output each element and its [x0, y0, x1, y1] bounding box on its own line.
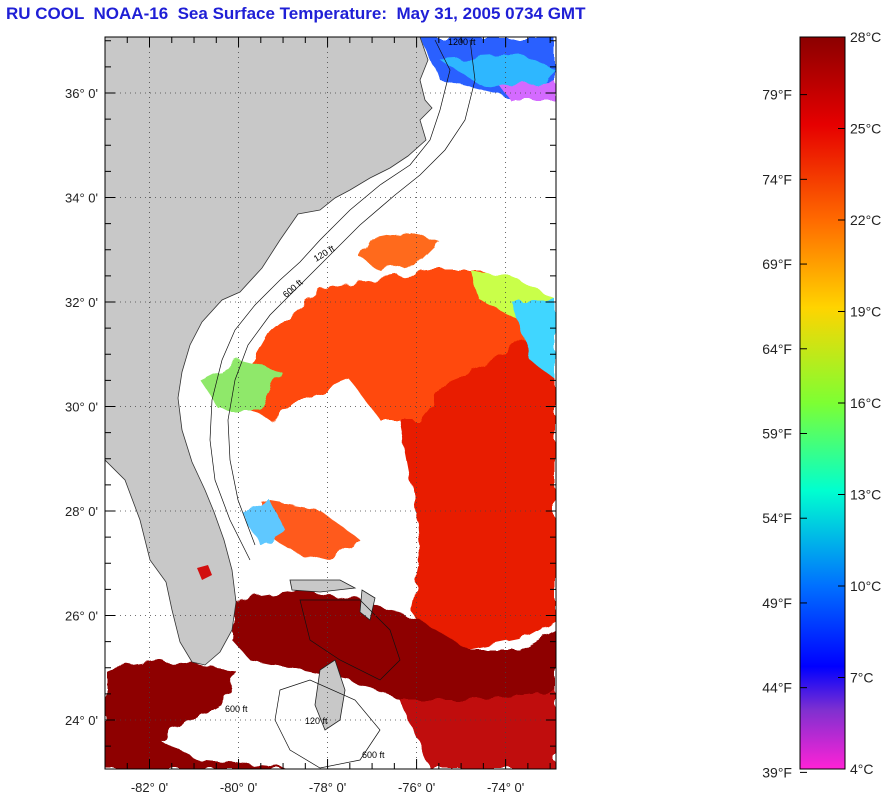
- contour-label-sw: 600 ft: [225, 704, 248, 714]
- contour-120ft: [209, 39, 451, 561]
- longitude-labels: -82° 0' -80° 0' -78° 0' -76° 0' -74° 0': [131, 780, 524, 795]
- colorbar-celsius-label: 25°C: [850, 121, 881, 137]
- colorbar-fahrenheit-label: 59°F: [762, 426, 792, 442]
- map-gridlines: [105, 37, 556, 769]
- colorbar-fahrenheit-label: 79°F: [762, 87, 792, 103]
- colorbar-fahrenheit-labels: 79°F 74°F 69°F 64°F 59°F 54°F 49°F 44°F 39°F: [762, 87, 792, 781]
- sst-cool-patch-florida: [240, 500, 285, 545]
- contour-label-south: 600 ft: [362, 750, 385, 760]
- colorbar-celsius-label: 4°C: [850, 761, 874, 777]
- colorbar-celsius-label: 16°C: [850, 395, 881, 411]
- contour-bahamas-bank: [274, 679, 381, 769]
- colorbar-celsius-label: 10°C: [850, 578, 881, 594]
- colorbar-ticks: [800, 36, 845, 773]
- lat-tick-label: 36° 0': [65, 86, 98, 101]
- lon-tick-label: -82° 0': [131, 780, 168, 795]
- sst-nearshore-green: [200, 360, 280, 410]
- lon-tick-label: -80° 0': [220, 780, 257, 795]
- sst-warm-region-east: [400, 320, 556, 650]
- sst-data-layer: [105, 37, 556, 769]
- colorbar-celsius-label: 7°C: [850, 670, 874, 686]
- lat-tick-label: 30° 0': [65, 400, 98, 415]
- lat-tick-label: 26° 0': [65, 609, 98, 624]
- map-area: 1200 ft 120 ft 600 ft 600 ft 120 ft 600 …: [105, 37, 556, 769]
- colorbar-fahrenheit-label: 64°F: [762, 341, 792, 357]
- sst-lake-okeechobee: [197, 565, 212, 580]
- lon-tick-label: -76° 0': [398, 780, 435, 795]
- colorbar-fahrenheit-label: 54°F: [762, 510, 792, 526]
- land-grand-bahama: [289, 579, 357, 593]
- sst-orange-patch-north: [360, 232, 440, 270]
- sst-cyan-fringe: [510, 300, 556, 380]
- latitude-labels: 36° 0' 34° 0' 32° 0' 30° 0' 28° 0' 26° 0' 24° …: [65, 86, 98, 728]
- land-abaco: [359, 589, 376, 621]
- colorbar-celsius-labels: 28°C 25°C 22°C 19°C 16°C 13°C 10°C 7°C 4°C: [850, 29, 881, 777]
- lon-tick-label: -78° 0': [309, 780, 346, 795]
- colorbar: [799, 36, 846, 770]
- colorbar-fahrenheit-label: 39°F: [762, 764, 792, 780]
- lon-tick-label: -74° 0': [487, 780, 524, 795]
- colorbar-fahrenheit-label: 49°F: [762, 595, 792, 611]
- contour-600ft: [227, 39, 476, 546]
- sst-orange-region-central: [230, 270, 540, 420]
- lat-tick-label: 28° 0': [65, 504, 98, 519]
- lat-tick-label: 34° 0': [65, 191, 98, 206]
- sst-hot-region-sw: [105, 660, 300, 769]
- map-ticks: [104, 37, 556, 769]
- page-title: RU COOL NOAA-16 Sea Surface Temperature:…: [6, 4, 586, 23]
- colorbar-fahrenheit-label: 74°F: [762, 171, 792, 187]
- contour-bahamas-bank-inner: [299, 599, 401, 681]
- lat-tick-label: 32° 0': [65, 295, 98, 310]
- contour-label-north: 1200 ft: [448, 37, 476, 47]
- colorbar-fahrenheit-label: 44°F: [762, 680, 792, 696]
- land-us-east-coast: [105, 37, 433, 666]
- colorbar-fahrenheit-label: 69°F: [762, 256, 792, 272]
- sst-mixed-patch-florida: [260, 500, 360, 560]
- bathymetry-contours: [209, 39, 476, 769]
- colorbar-celsius-label: 22°C: [850, 212, 881, 228]
- colorbar-celsius-label: 13°C: [850, 487, 881, 503]
- map-frame: [104, 36, 557, 770]
- sst-magenta-patch-north: [500, 82, 556, 100]
- lat-tick-label: 24° 0': [65, 713, 98, 728]
- colorbar-celsius-label: 19°C: [850, 304, 881, 320]
- sst-cyan-region-north: [440, 55, 556, 90]
- sst-red-strip-south: [400, 690, 556, 769]
- contour-label-bank: 120 ft: [305, 716, 328, 726]
- colorbar-celsius-label: 28°C: [850, 29, 881, 45]
